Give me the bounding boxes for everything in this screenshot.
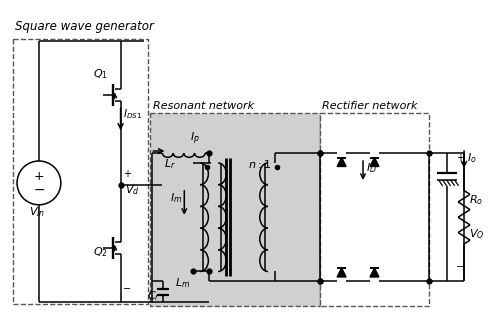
Text: $I_p$: $I_p$ — [190, 131, 200, 147]
Text: $Q_2$: $Q_2$ — [93, 246, 108, 259]
Polygon shape — [337, 157, 346, 167]
Text: $C_r$: $C_r$ — [147, 289, 161, 303]
Text: $L_r$: $L_r$ — [164, 157, 176, 171]
Text: Square wave generator: Square wave generator — [15, 20, 154, 33]
Text: $Q_1$: $Q_1$ — [93, 67, 108, 81]
Polygon shape — [370, 268, 379, 277]
Text: $I_m$: $I_m$ — [171, 191, 183, 205]
Text: +: + — [34, 170, 44, 183]
Text: Rectifier network: Rectifier network — [322, 101, 417, 111]
Text: +: + — [456, 153, 464, 163]
Text: $V_O$: $V_O$ — [469, 228, 484, 241]
Polygon shape — [370, 157, 379, 167]
Bar — [150, 113, 320, 306]
Text: $I_D$: $I_D$ — [366, 161, 377, 175]
Text: $L_m$: $L_m$ — [176, 276, 191, 290]
Polygon shape — [337, 268, 346, 277]
Text: −: − — [123, 284, 131, 295]
Text: Resonant network: Resonant network — [153, 101, 255, 111]
Bar — [320, 113, 429, 306]
Text: −: − — [456, 262, 464, 271]
Text: $n:1$: $n:1$ — [248, 158, 271, 170]
Text: $R_o$: $R_o$ — [469, 193, 483, 207]
Text: +: + — [123, 169, 131, 179]
Bar — [13, 39, 148, 304]
Text: $V_d$: $V_d$ — [125, 183, 139, 197]
Text: $I_o$: $I_o$ — [467, 151, 477, 165]
Text: $V_{in}$: $V_{in}$ — [29, 205, 45, 219]
Text: −: − — [33, 183, 45, 197]
Text: $I_{DS1}$: $I_{DS1}$ — [123, 107, 142, 121]
